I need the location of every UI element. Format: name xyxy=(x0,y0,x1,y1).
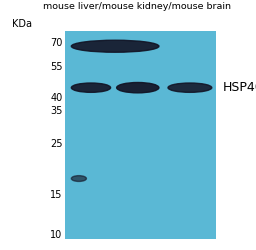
Ellipse shape xyxy=(71,40,159,52)
Ellipse shape xyxy=(71,83,111,92)
Text: mouse liver/mouse kidney/mouse brain: mouse liver/mouse kidney/mouse brain xyxy=(43,2,231,11)
Ellipse shape xyxy=(117,82,159,93)
Text: KDa: KDa xyxy=(12,19,31,29)
Text: HSP40-4: HSP40-4 xyxy=(223,81,256,94)
Ellipse shape xyxy=(168,83,212,92)
Ellipse shape xyxy=(71,176,87,182)
